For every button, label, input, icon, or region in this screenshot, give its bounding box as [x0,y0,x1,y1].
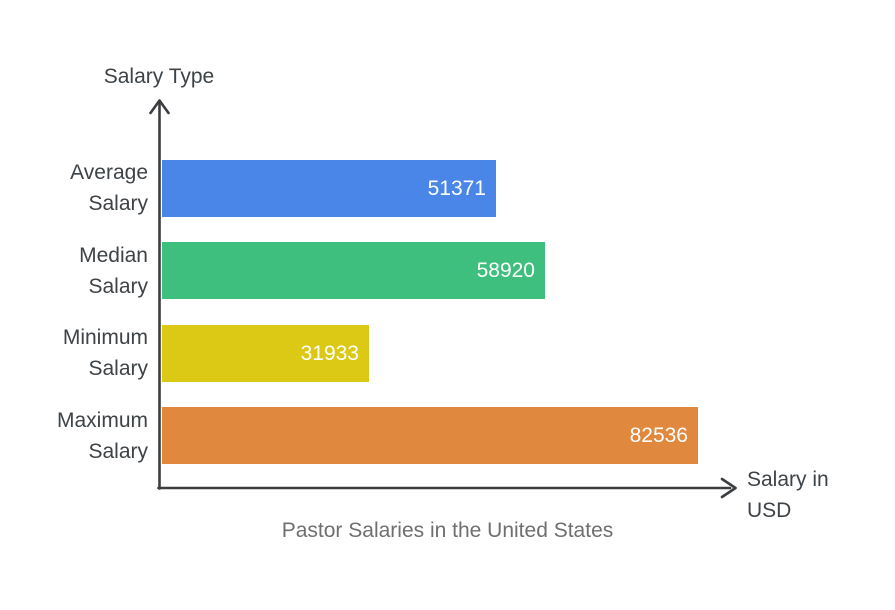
y-axis-title: Salary Type [103,65,215,88]
y-axis-arrow-icon [149,99,170,115]
bar-maximum-salary: 82536 [162,407,698,464]
x-axis-arrow-icon [720,477,737,499]
bar-median-salary: 58920 [162,242,545,299]
category-label-average-salary: Average Salary [70,161,148,215]
category-label-minimum-salary: Minimum Salary [62,326,148,380]
x-axis-title: Salary in USD [747,468,829,522]
bar-average-salary: 51371 [162,160,496,217]
category-label-maximum-salary: Maximum Salary [56,409,148,463]
bar-value-label: 82536 [629,424,688,447]
bar-value-label: 51371 [427,177,486,200]
bar-value-label: 58920 [476,259,535,282]
category-label-median-salary: Median Salary [79,244,148,298]
chart-title: Pastor Salaries in the United States [281,519,614,542]
bar-value-label: 31933 [300,342,359,365]
bar-minimum-salary: 31933 [162,325,369,382]
